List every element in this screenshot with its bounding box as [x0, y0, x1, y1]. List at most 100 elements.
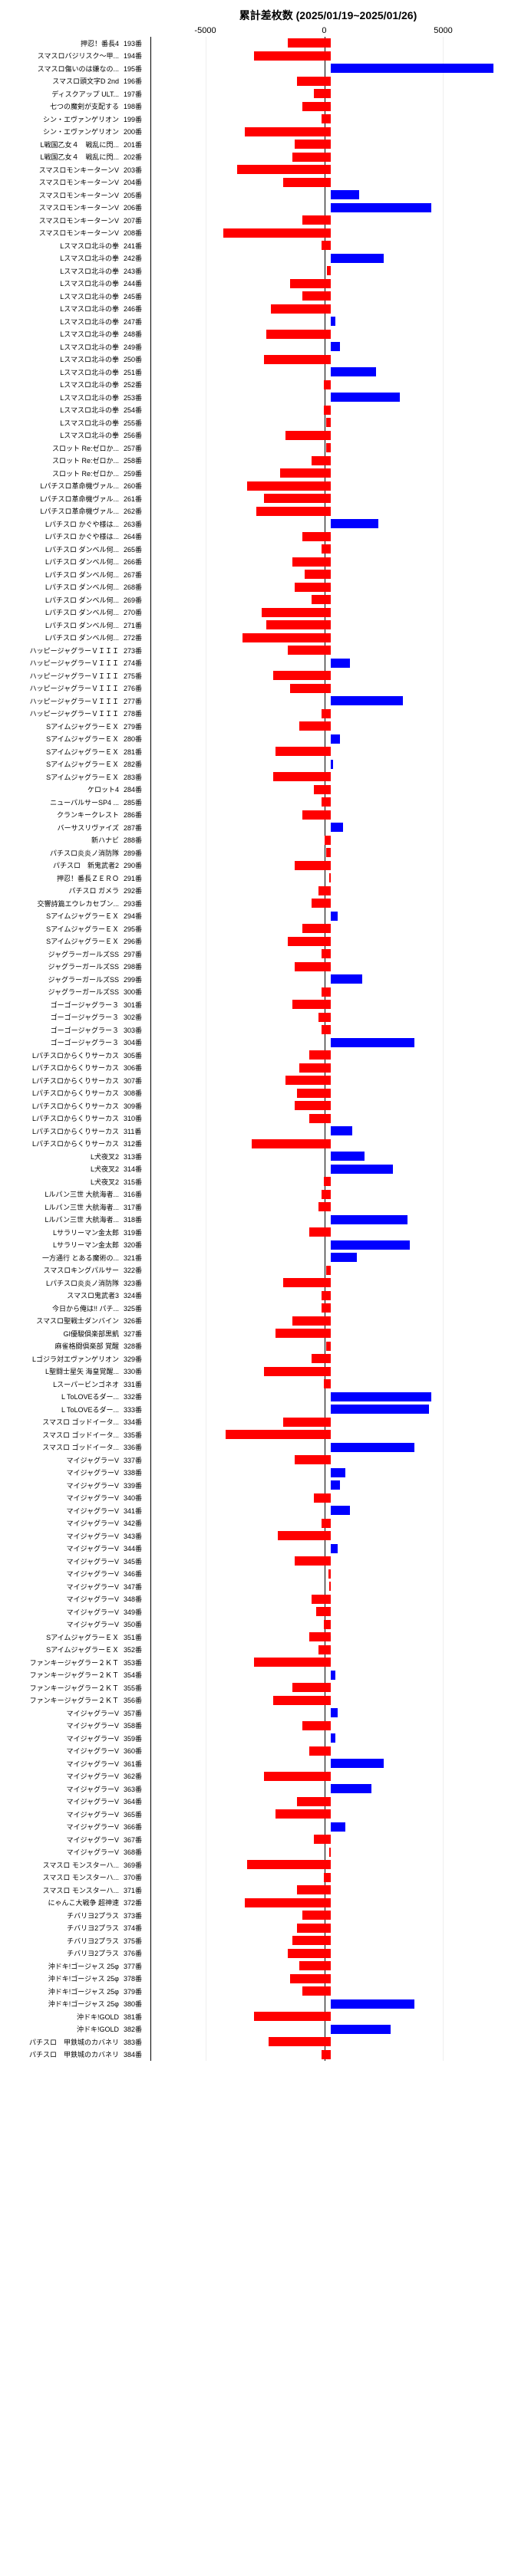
bar: [322, 1303, 331, 1313]
bar: [299, 1961, 331, 1970]
row-number: 279番: [122, 721, 150, 731]
row-number: 366番: [122, 1822, 150, 1832]
bar: [278, 1531, 331, 1540]
bar: [297, 1924, 331, 1933]
row-number: 274番: [122, 658, 150, 668]
row-bar-track: [150, 531, 510, 544]
bar: [331, 393, 400, 402]
row-number: 302番: [122, 1012, 150, 1022]
chart-row: スマスロキングパルサー322番: [8, 1264, 510, 1277]
bar: [292, 1316, 331, 1326]
row-label: Lスマスロ北斗の拳: [8, 393, 122, 402]
chart-row: Lルパン三世 大航海者...316番: [8, 1188, 510, 1201]
row-label: スマスロモンキーターンV: [8, 190, 122, 200]
row-label: ハッピージャグラーＶＩＩＩ: [8, 696, 122, 706]
row-number: 265番: [122, 544, 150, 554]
row-label: パチスロ ガメラ: [8, 886, 122, 895]
row-label: ゴーゴージャグラー３: [8, 1012, 122, 1022]
row-number: 199番: [122, 114, 150, 124]
bar: [322, 1519, 331, 1528]
row-number: 317番: [122, 1202, 150, 1212]
row-label: マイジャグラーV: [8, 1582, 122, 1592]
row-bar-track: [150, 1707, 510, 1720]
row-label: パチスロ 甲鉄城のカバネリ: [8, 2037, 122, 2047]
row-label: Lルパン三世 大航海者...: [8, 1202, 122, 1212]
row-label: スマスロ ゴッドイータ...: [8, 1417, 122, 1427]
row-label: バーサスリヴァイズ: [8, 823, 122, 833]
bar: [322, 949, 331, 958]
row-label: ディスクアップ ULT...: [8, 89, 122, 99]
row-label: マイジャグラーV: [8, 1506, 122, 1516]
bar: [322, 797, 331, 807]
row-number: 202番: [122, 152, 150, 162]
row-label: L ToLOVEるダー...: [8, 1405, 122, 1414]
chart-row: ファンキージャグラー２ＫＴ354番: [8, 1669, 510, 1682]
chart-row: スマスロ聖戦士ダンバイン326番: [8, 1315, 510, 1328]
chart-row: Lパチスロからくりサーカス312番: [8, 1138, 510, 1151]
row-number: 365番: [122, 1809, 150, 1819]
row-label: Lスマスロ北斗の拳: [8, 241, 122, 251]
bar: [290, 279, 331, 288]
row-bar-track: [150, 657, 510, 670]
chart-row: Lスーパービンゴネオ331番: [8, 1378, 510, 1391]
bar: [326, 1342, 331, 1351]
bar: [318, 886, 331, 895]
row-number: 258番: [122, 455, 150, 465]
row-number: 195番: [122, 64, 150, 74]
row-label: ハッピージャグラーＶＩＩＩ: [8, 646, 122, 656]
bar: [329, 1848, 331, 1857]
row-bar-track: [150, 632, 510, 645]
row-number: 351番: [122, 1632, 150, 1642]
row-bar-track: [150, 1934, 510, 1947]
bar: [264, 355, 331, 364]
chart-row: Lパチスロ革命機ヴァル...260番: [8, 480, 510, 493]
chart-row: Lスマスロ北斗の拳245番: [8, 290, 510, 303]
row-number: 290番: [122, 860, 150, 870]
row-label: パチスロ炎炎ノ消防隊: [8, 848, 122, 858]
chart-row: マイジャグラーV346番: [8, 1568, 510, 1581]
chart-row: スマスロモンキーターンV207番: [8, 214, 510, 227]
row-label: Lスマスロ北斗の拳: [8, 342, 122, 352]
bar: [269, 2037, 331, 2046]
row-label: マイジャグラーV: [8, 1619, 122, 1629]
row-number: 335番: [122, 1430, 150, 1440]
row-label: Lスマスロ北斗の拳: [8, 354, 122, 364]
row-bar-track: [150, 163, 510, 176]
row-label: シン・エヴァンゲリオン: [8, 127, 122, 136]
bar: [329, 1582, 331, 1591]
row-number: 294番: [122, 911, 150, 921]
row-bar-track: [150, 543, 510, 556]
chart-row: スロット Re:ゼロか...257番: [8, 442, 510, 455]
bar: [331, 367, 376, 376]
row-bar-track: [150, 62, 510, 75]
row-bar-track: [150, 328, 510, 341]
chart-row: SアイムジャグラーＥＸ352番: [8, 1644, 510, 1657]
row-bar-track: [150, 922, 510, 935]
chart-row: チバリヨ2プラス375番: [8, 1934, 510, 1947]
chart-row: Lスマスロ北斗の拳253番: [8, 391, 510, 404]
bar: [309, 1114, 331, 1123]
row-number: 200番: [122, 127, 150, 136]
bar: [302, 215, 331, 225]
row-label: チバリヨ2プラス: [8, 1911, 122, 1921]
chart-row: Lゴジラ対エヴァンゲリオン329番: [8, 1352, 510, 1365]
row-label: Lスマスロ北斗の拳: [8, 304, 122, 314]
chart-row: Lパチスロからくりサーカス308番: [8, 1087, 510, 1100]
bar: [309, 1746, 331, 1756]
row-bar-track: [150, 1112, 510, 1125]
bar: [331, 1822, 345, 1832]
row-label: 一方通行 とある魔術の...: [8, 1253, 122, 1263]
chart-row: Lスマスロ北斗の拳241番: [8, 239, 510, 252]
row-number: 287番: [122, 823, 150, 833]
row-bar-track: [150, 1175, 510, 1188]
row-bar-track: [150, 1138, 510, 1151]
row-label: GI優駿倶楽部黒凱: [8, 1329, 122, 1339]
row-number: 295番: [122, 924, 150, 934]
chart-row: GI優駿倶楽部黒凱327番: [8, 1327, 510, 1340]
bar: [292, 557, 331, 567]
chart-row: SアイムジャグラーＥＸ281番: [8, 745, 510, 758]
chart-row: 沖ドキ!ゴージャス 25φ380番: [8, 1998, 510, 2011]
row-label: Lパチスロ ダンベル何...: [8, 570, 122, 580]
row-number: 254番: [122, 405, 150, 415]
row-bar-track: [150, 897, 510, 910]
